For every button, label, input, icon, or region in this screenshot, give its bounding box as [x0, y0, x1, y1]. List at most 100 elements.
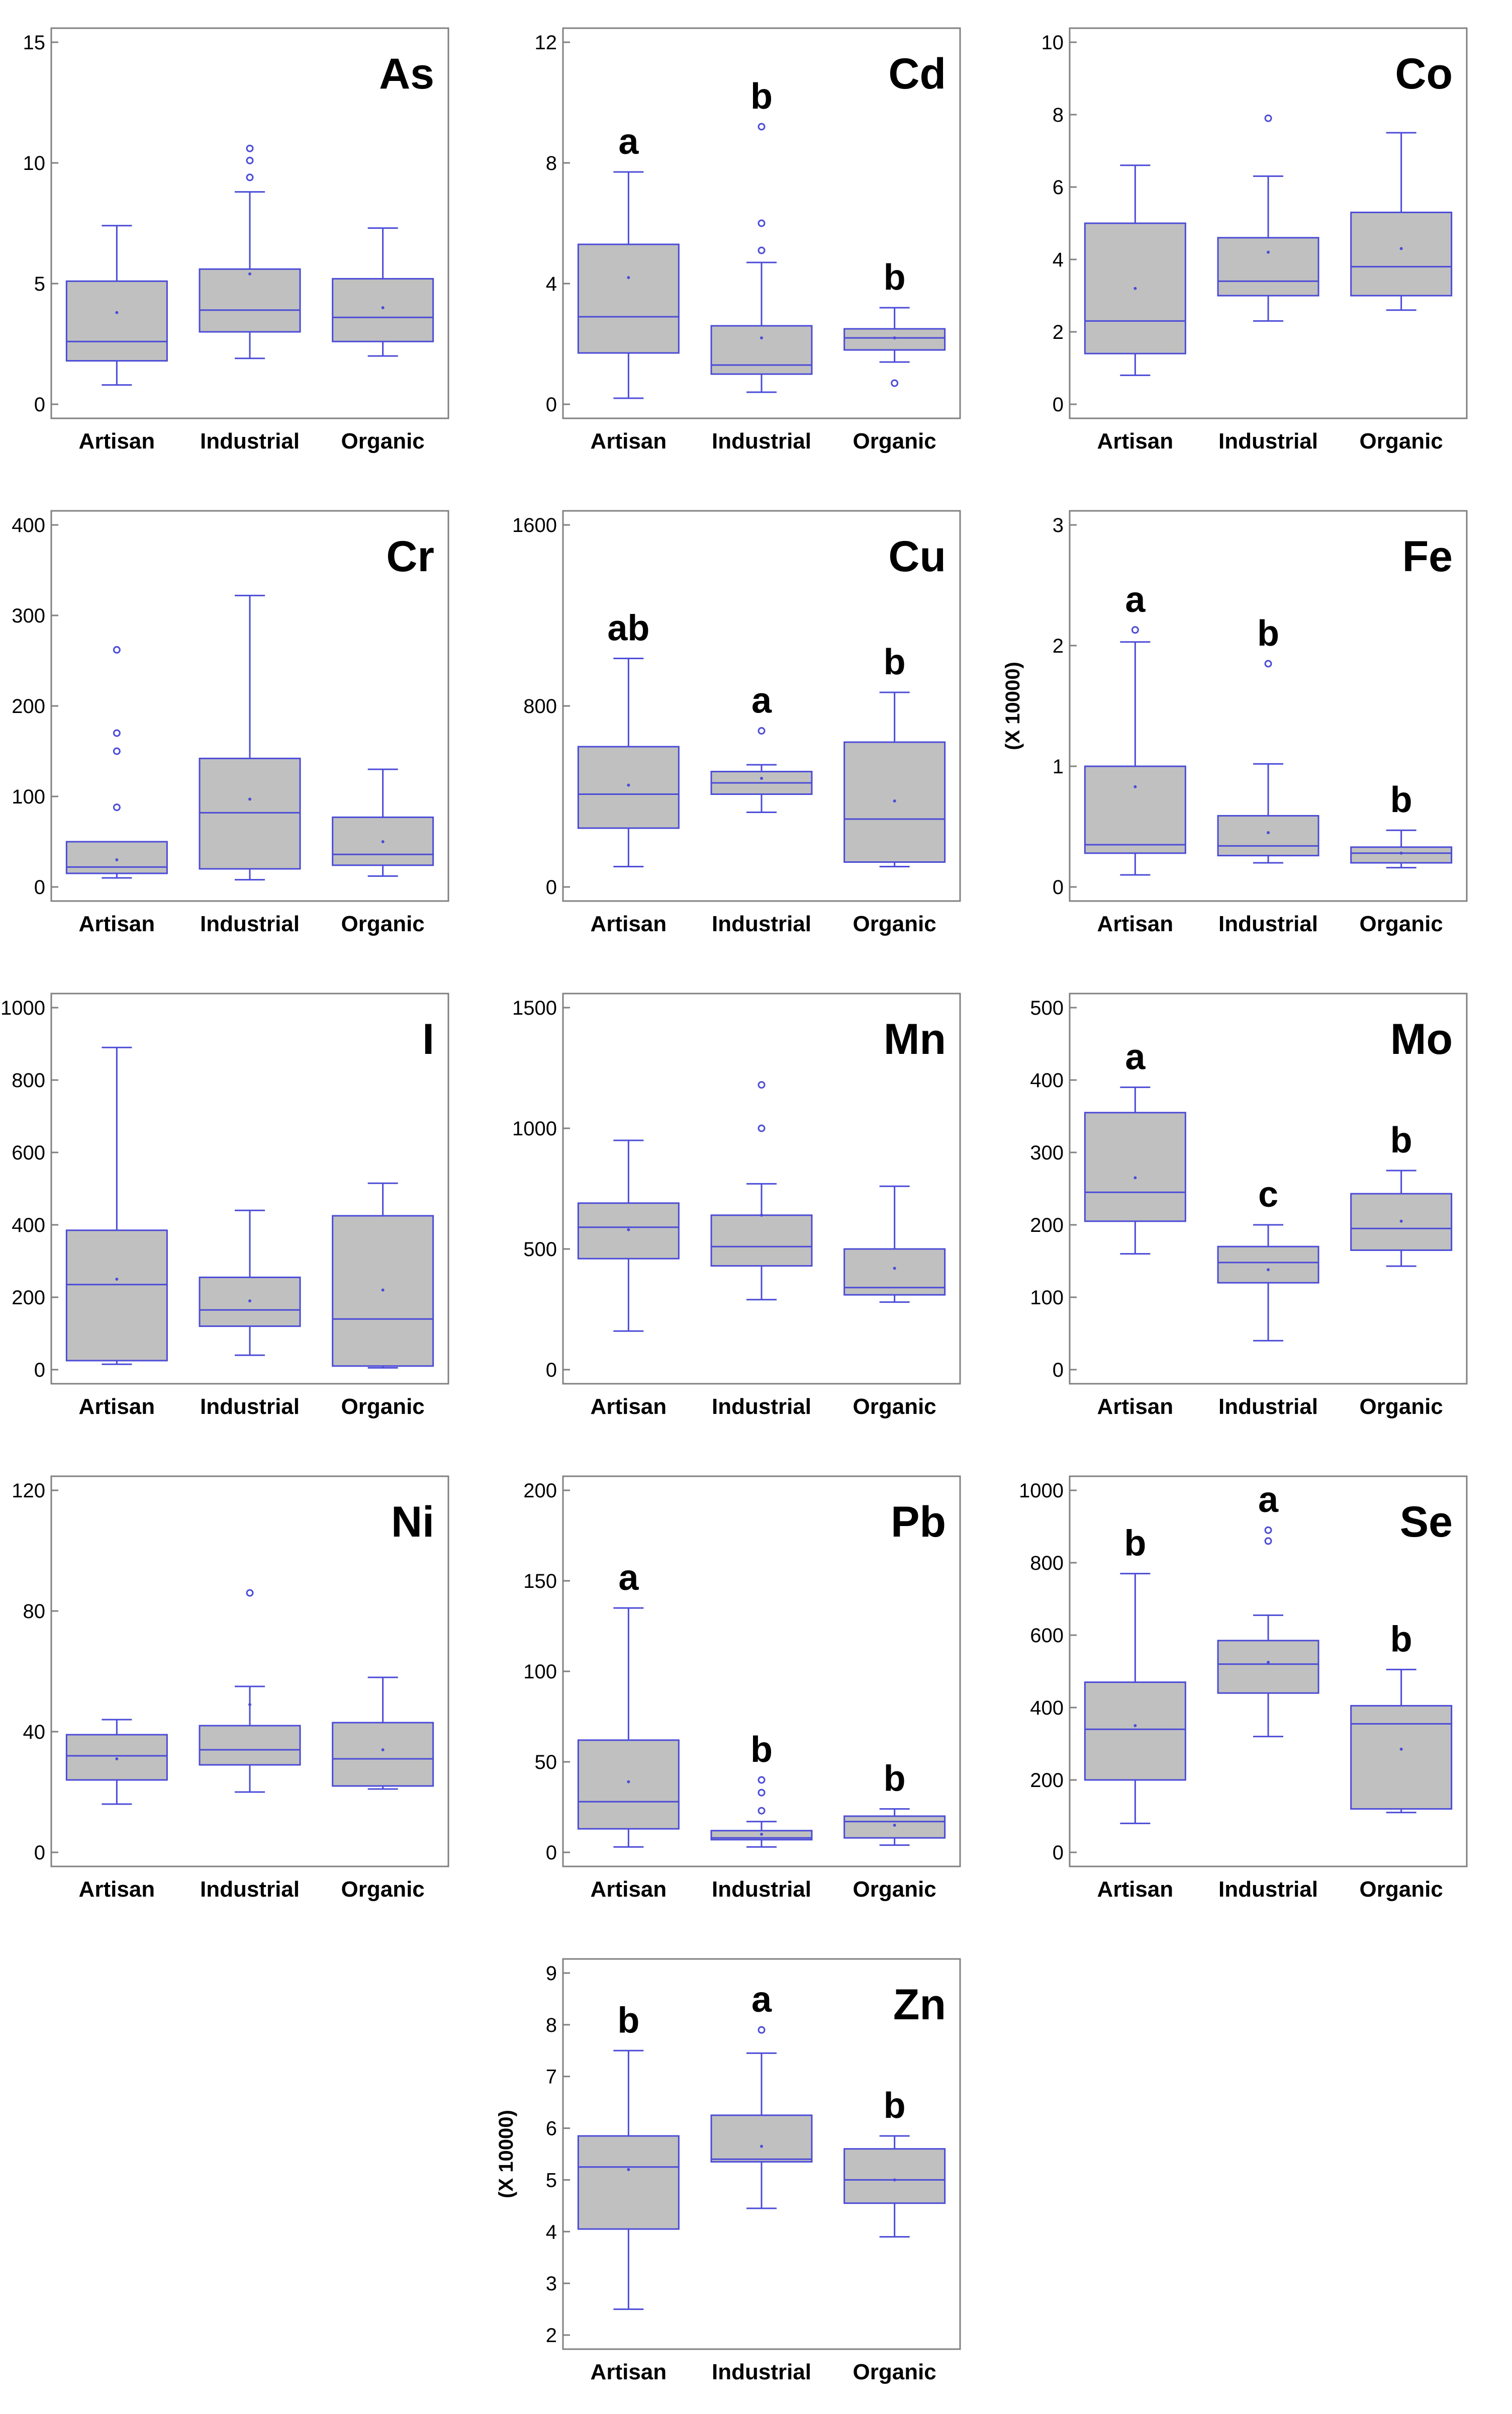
outlier-point [246, 156, 254, 164]
y-tick-label: 1600 [512, 514, 557, 537]
box-industrial [199, 594, 301, 881]
y-tick-label: 800 [1030, 1552, 1064, 1574]
mean-marker [1133, 287, 1137, 290]
y-tick-label: 500 [523, 1238, 557, 1261]
box-iqr [843, 2148, 946, 2204]
x-tick-label: Industrial [1218, 1394, 1318, 1419]
y-tick-label: 0 [34, 1359, 45, 1381]
mean-marker [381, 306, 385, 309]
outlier-point [246, 1589, 254, 1597]
panel-cr: 0 100 200 300 400 Cr Artisan Industrial Organic [12, 510, 449, 936]
mean-marker [760, 336, 763, 339]
x-tick-label: Industrial [712, 912, 811, 936]
significance-letter: b [884, 642, 906, 682]
mean-marker [248, 272, 251, 276]
y-tick-label: 8 [546, 2014, 557, 2036]
x-tick-label: Industrial [1218, 429, 1318, 454]
y-tick-label: 3 [546, 2273, 557, 2295]
x-tick-label: Artisan [1097, 429, 1174, 454]
box-iqr [332, 1215, 434, 1367]
x-tick-label: Organic [853, 1394, 936, 1419]
box-industrial [710, 1081, 813, 1301]
y-tick-label: 800 [523, 695, 557, 718]
x-tick-label: Organic [1360, 1877, 1443, 1902]
mean-marker [893, 1824, 896, 1827]
x-tick-label: Organic [853, 912, 936, 936]
panel-zn: 2 3 4 5 6 7 8 9 (X 10000) Zn Artisan Industrial Orga… [495, 1958, 961, 2384]
panel-mn: 0 500 1000 1500 Mn Artisan Industrial Organic [512, 993, 961, 1419]
y-tick-label: 500 [1030, 997, 1064, 1019]
significance-letter: b [1124, 1524, 1146, 1564]
panel-title: Cu [888, 532, 946, 581]
box-iqr [843, 741, 946, 863]
box-iqr [843, 1815, 946, 1839]
y-tick-label: 1000 [512, 1118, 557, 1140]
significance-letter: b [884, 1759, 906, 1799]
significance-letter: b [750, 1730, 773, 1770]
box-industrial [1217, 114, 1319, 322]
box-industrial [199, 1589, 301, 1793]
mean-marker [1133, 1724, 1137, 1727]
plot-frame [50, 1475, 449, 1867]
y-tick-label: 1000 [1019, 1480, 1064, 1502]
mean-marker [627, 1228, 630, 1231]
panel-i: 0 200 400 600 800 1000 I Artisan Industrial Organ… [1, 993, 449, 1419]
x-tick-label: Organic [341, 912, 425, 936]
x-tick-label: Organic [853, 1877, 936, 1902]
significance-letter: b [884, 2086, 906, 2126]
mean-marker [627, 276, 630, 279]
y-tick-label: 4 [546, 273, 557, 295]
outlier-point [1264, 1526, 1272, 1534]
x-tick-label: Industrial [200, 1877, 300, 1902]
x-tick-label: Artisan [79, 429, 155, 454]
mean-marker [1133, 785, 1137, 788]
panel-title: Mn [884, 1015, 946, 1063]
panel-title: Co [1395, 50, 1453, 98]
x-tick-label: Artisan [1097, 1877, 1174, 1902]
mean-marker [381, 840, 385, 843]
significance-letter: a [751, 681, 772, 721]
x-tick-label: Artisan [79, 1394, 155, 1419]
box-iqr [577, 746, 680, 829]
outlier-point [758, 1081, 766, 1089]
x-tick-label: Industrial [1218, 1877, 1318, 1902]
outlier-point [758, 1124, 766, 1132]
y-tick-label: 5 [34, 273, 45, 295]
x-tick-label: Artisan [591, 2360, 667, 2384]
mean-marker [1267, 250, 1270, 254]
y-tick-label: 200 [1030, 1214, 1064, 1236]
y-tick-label: 2 [1053, 635, 1064, 657]
x-tick-label: Industrial [712, 1877, 811, 1902]
outlier-point [246, 173, 254, 182]
mean-marker [893, 2178, 896, 2182]
x-tick-label: Artisan [1097, 1394, 1174, 1419]
mean-marker [1399, 1219, 1403, 1223]
box-industrial: b [710, 76, 813, 393]
y-tick-label: 1 [1053, 756, 1064, 778]
outlier-point [758, 246, 766, 254]
y-tick-label: 0 [1053, 1842, 1064, 1864]
plot-frame [50, 993, 449, 1385]
y-axis-label: (X 10000) [1002, 662, 1024, 750]
y-tick-label: 600 [1030, 1625, 1064, 1647]
y-tick-label: 600 [12, 1142, 45, 1164]
x-tick-label: Industrial [1218, 912, 1318, 936]
y-tick-label: 800 [12, 1069, 45, 1092]
x-tick-label: Artisan [591, 1394, 667, 1419]
y-tick-label: 200 [12, 695, 45, 718]
y-tick-label: 6 [1053, 176, 1064, 199]
box-artisan: b [1084, 1524, 1186, 1824]
box-industrial: c [1217, 1175, 1319, 1342]
y-tick-label: 300 [12, 605, 45, 627]
box-organic: b [1350, 780, 1453, 869]
plot-frame [1069, 27, 1468, 419]
mean-marker [1267, 1661, 1270, 1664]
mean-marker [115, 311, 119, 314]
significance-letter: c [1258, 1175, 1278, 1215]
y-tick-label: 7 [546, 2066, 557, 2088]
mean-marker [893, 799, 896, 802]
y-tick-label: 3 [1053, 514, 1064, 537]
mean-marker [627, 2168, 630, 2171]
panel-title: Fe [1402, 532, 1453, 581]
